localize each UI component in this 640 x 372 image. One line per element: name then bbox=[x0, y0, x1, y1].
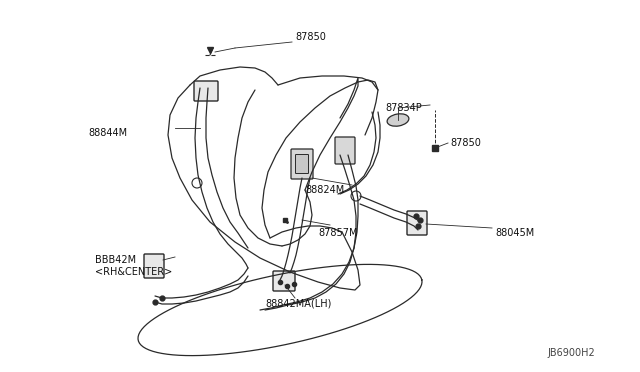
FancyBboxPatch shape bbox=[291, 149, 313, 179]
Text: 88842MA(LH): 88842MA(LH) bbox=[265, 298, 332, 308]
Text: 87857M: 87857M bbox=[318, 228, 358, 238]
FancyBboxPatch shape bbox=[335, 137, 355, 164]
Text: 88045M: 88045M bbox=[495, 228, 534, 238]
Text: 87850: 87850 bbox=[295, 32, 326, 42]
Text: JB6900H2: JB6900H2 bbox=[547, 348, 595, 358]
Text: 87834P: 87834P bbox=[385, 103, 422, 113]
Text: BBB42M: BBB42M bbox=[95, 255, 136, 265]
FancyBboxPatch shape bbox=[144, 254, 164, 278]
Circle shape bbox=[351, 191, 361, 201]
Circle shape bbox=[192, 178, 202, 188]
Ellipse shape bbox=[387, 114, 409, 126]
FancyBboxPatch shape bbox=[194, 81, 218, 101]
Text: 88824M: 88824M bbox=[305, 185, 344, 195]
FancyBboxPatch shape bbox=[296, 154, 308, 173]
Text: <RH&CENTER>: <RH&CENTER> bbox=[95, 267, 172, 277]
FancyBboxPatch shape bbox=[407, 211, 427, 235]
Text: 87850: 87850 bbox=[450, 138, 481, 148]
Text: 88844M: 88844M bbox=[88, 128, 127, 138]
FancyBboxPatch shape bbox=[273, 271, 295, 291]
